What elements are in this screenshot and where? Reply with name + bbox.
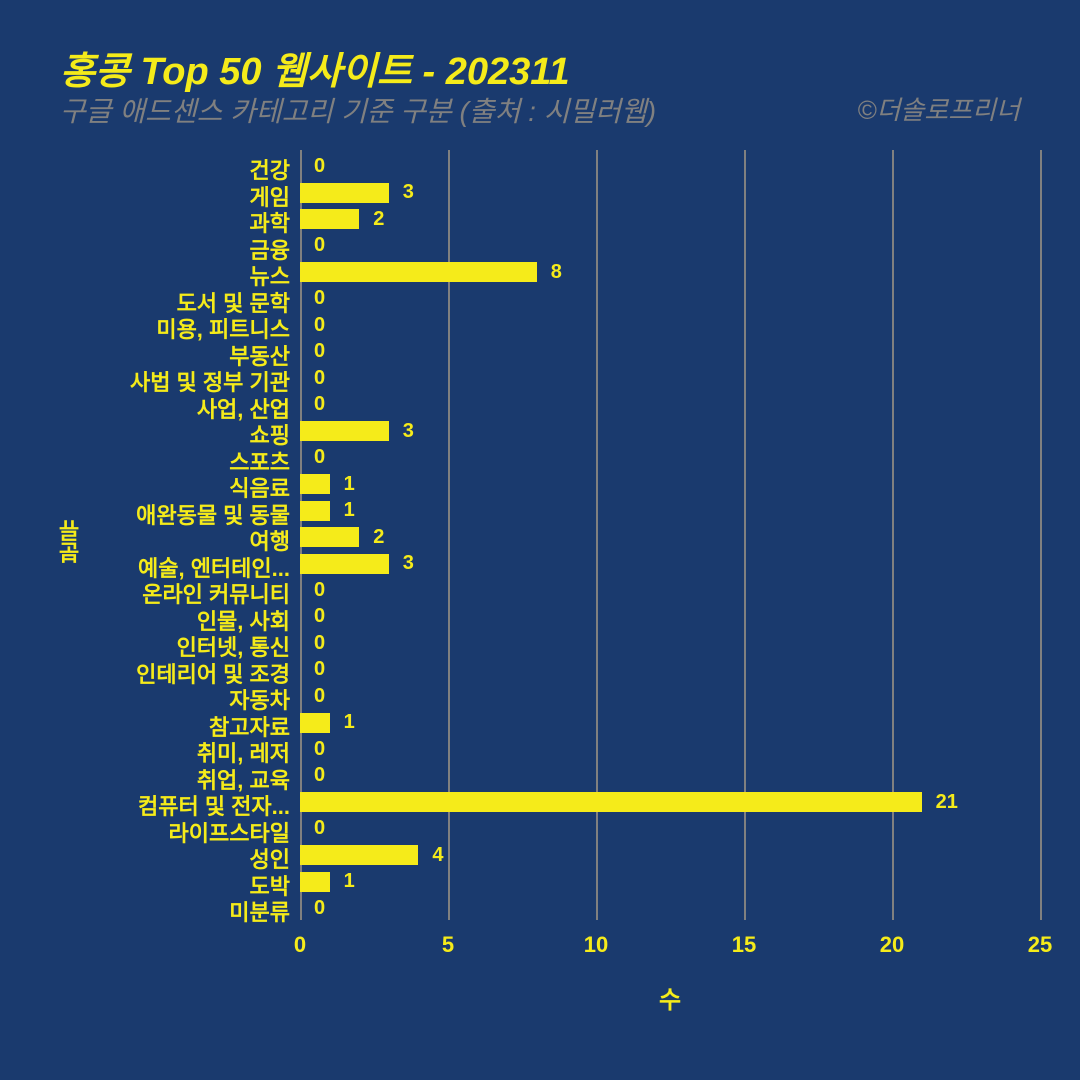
bar-row: 2: [300, 206, 384, 233]
bar: [300, 262, 537, 282]
bar-row: 0: [300, 312, 325, 339]
x-tick-label: 0: [294, 932, 306, 958]
bar-row: 0: [300, 233, 325, 260]
chart-credit: ©더솔로프리너: [857, 90, 1020, 127]
bar-row: 0: [300, 286, 325, 313]
bar-row: 3: [300, 551, 414, 578]
chart-title: 홍콩 Top 50 웹사이트 - 202311: [60, 40, 570, 95]
bar-row: 4: [300, 842, 444, 869]
bar-row: 8: [300, 259, 562, 286]
x-tick-label: 25: [1028, 932, 1052, 958]
bar-value: 3: [403, 181, 414, 204]
x-tick-label: 20: [880, 932, 904, 958]
bar-value: 0: [314, 446, 325, 469]
bar-value: 3: [403, 420, 414, 443]
bar: [300, 792, 922, 812]
bar-value: 0: [314, 738, 325, 761]
bar: [300, 209, 359, 229]
bar-row: 1: [300, 471, 355, 498]
bar-row: 0: [300, 604, 325, 631]
bar-value: 0: [314, 605, 325, 628]
bar-row: 0: [300, 895, 325, 922]
x-tick-label: 5: [442, 932, 454, 958]
gridline: [1040, 150, 1042, 920]
bar-value: 0: [314, 897, 325, 920]
bar-value: 1: [344, 711, 355, 734]
bar-row: 0: [300, 630, 325, 657]
bar-row: 3: [300, 180, 414, 207]
bar-value: 0: [314, 393, 325, 416]
bar-row: 3: [300, 418, 414, 445]
x-axis-title: 수: [659, 980, 681, 1015]
bar-value: 0: [314, 632, 325, 655]
bar-value: 4: [432, 844, 443, 867]
bar-row: 21: [300, 789, 958, 816]
bar: [300, 713, 330, 733]
bar-row: 1: [300, 869, 355, 896]
bar-value: 0: [314, 658, 325, 681]
bar: [300, 845, 418, 865]
chart-subtitle: 구글 애드센스 카테고리 기준 구분 (출처 : 시밀러웹): [60, 90, 656, 130]
bar-row: 2: [300, 524, 384, 551]
bar: [300, 474, 330, 494]
bar-value: 3: [403, 552, 414, 575]
bar: [300, 501, 330, 521]
bar-row: 0: [300, 392, 325, 419]
bar-value: 0: [314, 234, 325, 257]
bar-value: 0: [314, 340, 325, 363]
x-tick-label: 10: [584, 932, 608, 958]
bar-value: 0: [314, 287, 325, 310]
bar-row: 0: [300, 577, 325, 604]
bar-row: 0: [300, 683, 325, 710]
bar-value: 0: [314, 155, 325, 178]
x-tick-label: 15: [732, 932, 756, 958]
bar-value: 0: [314, 764, 325, 787]
plot-area: 0510152025수03208000003011230000010021041…: [300, 150, 1040, 920]
bar: [300, 527, 359, 547]
bar-row: 0: [300, 339, 325, 366]
bar-row: 0: [300, 445, 325, 472]
bar-row: 0: [300, 153, 325, 180]
bar-row: 0: [300, 763, 325, 790]
bar: [300, 183, 389, 203]
bar-value: 8: [551, 261, 562, 284]
bar-value: 2: [373, 208, 384, 231]
bar-value: 0: [314, 314, 325, 337]
bar-row: 0: [300, 365, 325, 392]
bar-value: 1: [344, 870, 355, 893]
bar-row: 0: [300, 736, 325, 763]
bar-row: 0: [300, 657, 325, 684]
bar-row: 1: [300, 498, 355, 525]
bar: [300, 421, 389, 441]
bar-value: 0: [314, 817, 325, 840]
bar: [300, 872, 330, 892]
bar-value: 2: [373, 526, 384, 549]
bar: [300, 554, 389, 574]
bar-value: 0: [314, 685, 325, 708]
category-label: 미분류: [30, 895, 290, 927]
bar-row: 0: [300, 816, 325, 843]
bar-value: 0: [314, 367, 325, 390]
bar-value: 21: [936, 791, 958, 814]
bar-value: 1: [344, 499, 355, 522]
bar-value: 1: [344, 473, 355, 496]
bar-value: 0: [314, 579, 325, 602]
bar-row: 1: [300, 710, 355, 737]
